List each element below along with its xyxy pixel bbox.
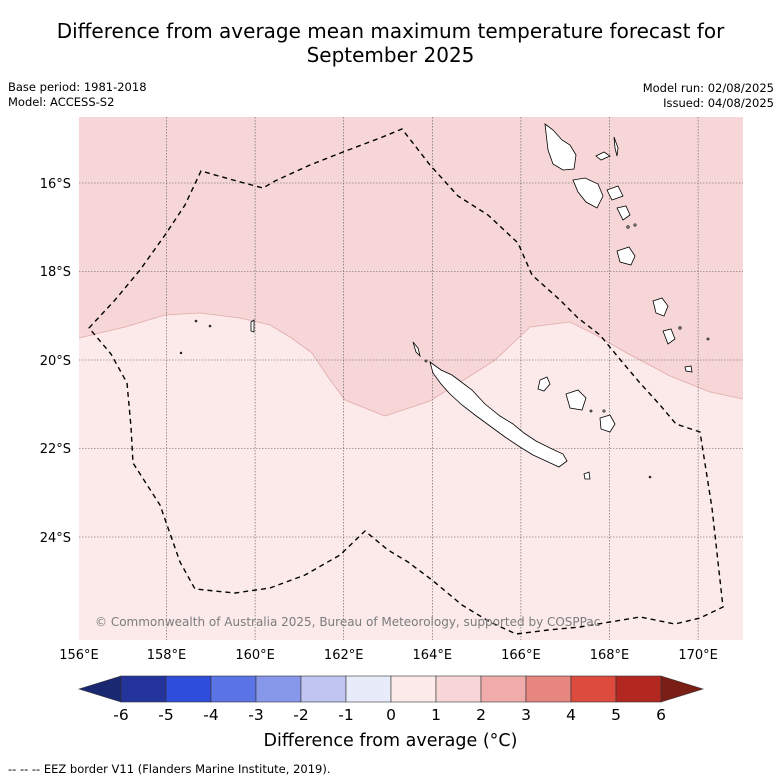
- lat-label-16s: 16°S: [40, 177, 71, 192]
- colorbar-tick-label: 0: [386, 706, 396, 724]
- island-lifou: [565, 389, 587, 411]
- colorbar-tick-label: -1: [338, 706, 353, 724]
- islet-2: [633, 223, 637, 227]
- island-shepherds: [616, 205, 631, 221]
- lon-label-170e: 170°E: [678, 648, 718, 663]
- island-epi: [606, 185, 624, 201]
- islet-1: [626, 225, 630, 229]
- island-malakula: [572, 177, 604, 209]
- islands: [179, 123, 710, 480]
- colorbar-bins: [120, 675, 662, 703]
- lat-labels: 16°S 18°S 20°S 22°S 24°S: [40, 177, 71, 546]
- footnote: -- -- -- EEZ border V11 (Flanders Marine…: [8, 762, 331, 776]
- copyright-text: © Commonwealth of Australia 2025, Bureau…: [95, 615, 600, 629]
- island-espiritu-santo: [544, 123, 577, 171]
- colorbar-bin: [255, 675, 302, 703]
- issued-date: Issued: 04/08/2025: [663, 96, 774, 110]
- lat-label-24s: 24°S: [40, 531, 71, 546]
- colorbar-bin: [210, 675, 257, 703]
- colorbar-bin: [570, 675, 617, 703]
- colorbar-tick-label: 1: [431, 706, 441, 724]
- colorbar-tick-label: 3: [521, 706, 531, 724]
- meta-left: Base period: 1981-2018 Model: ACCESS-S2: [8, 80, 147, 110]
- island-aneityum: [684, 365, 693, 373]
- colorbar-tick-label: 2: [476, 706, 486, 724]
- colorbar-under-arrow: [77, 675, 122, 703]
- colorbar-tick-label: -5: [158, 706, 173, 724]
- model-name: Model: ACCESS-S2: [8, 95, 115, 109]
- islet-6: [589, 409, 593, 413]
- colorbar-bin: [120, 675, 167, 703]
- island-efate: [616, 246, 636, 266]
- islet-3: [678, 326, 682, 330]
- anomaly-boundary: [79, 312, 743, 417]
- island-belep: [412, 341, 421, 358]
- colorbar-bin: [435, 675, 482, 703]
- lat-label-22s: 22°S: [40, 442, 71, 457]
- colorbar-tick-label: -3: [248, 706, 263, 724]
- colorbar-bin: [615, 675, 662, 703]
- map-area: © Commonwealth of Australia 2025, Bureau…: [79, 117, 743, 640]
- islet-5: [602, 409, 606, 413]
- island-ouvea: [537, 376, 551, 392]
- colorbar-bin: [165, 675, 212, 703]
- islet-11: [424, 359, 428, 363]
- title-line-1: Difference from average mean maximum tem…: [56, 19, 725, 43]
- islet-9: [208, 324, 212, 328]
- colorbar-bin: [390, 675, 437, 703]
- colorbar-tick-label: 4: [566, 706, 576, 724]
- colorbar-tick-labels: -6 -5 -4 -3 -2 -1 0 1 2 3 4 5 6: [113, 706, 666, 724]
- colorbar-tick-label: -6: [113, 706, 128, 724]
- lon-label-164e: 164°E: [413, 648, 453, 663]
- graticule: [79, 117, 743, 640]
- islet-8: [194, 319, 198, 323]
- island-tanna: [662, 328, 676, 345]
- island-pines: [583, 471, 591, 480]
- colorbar-tick-label: -4: [203, 706, 218, 724]
- colorbar-bin: [480, 675, 527, 703]
- island-grande-terre: [429, 361, 568, 468]
- colorbar-tick-label: 5: [611, 706, 621, 724]
- island-chesterfield: [250, 319, 255, 333]
- island-mare: [599, 414, 616, 433]
- islet-10: [179, 351, 183, 355]
- lon-label-162e: 162°E: [324, 648, 364, 663]
- colorbar-tick-label: -2: [293, 706, 308, 724]
- island-erromango: [652, 297, 669, 317]
- meta-right: Model run: 02/08/2025 Issued: 04/08/2025: [643, 81, 774, 111]
- lon-label-168e: 168°E: [590, 648, 630, 663]
- lat-label-20s: 20°S: [40, 354, 71, 369]
- colorbar-over-arrow: [660, 675, 705, 703]
- lon-labels: 156°E 158°E 160°E 162°E 164°E 166°E 168°…: [59, 648, 718, 663]
- lon-label-158e: 158°E: [147, 648, 187, 663]
- northern-anomaly-region: [79, 117, 743, 416]
- title-line-2: September 2025: [306, 43, 475, 67]
- colorbar-tick-label: 6: [656, 706, 666, 724]
- colorbar-label: Difference from average (°C): [263, 731, 518, 751]
- model-run: Model run: 02/08/2025: [642, 81, 774, 95]
- island-ambae: [595, 151, 611, 161]
- lat-label-18s: 18°S: [40, 265, 71, 280]
- islet-4: [706, 337, 710, 341]
- colorbar-bin: [345, 675, 392, 703]
- island-maewo: [613, 136, 619, 157]
- islet-7: [648, 475, 652, 479]
- colorbar-bin: [525, 675, 572, 703]
- eez-border: [88, 128, 724, 635]
- colorbar-bin: [300, 675, 347, 703]
- chart-title: Difference from average mean maximum tem…: [0, 19, 781, 67]
- base-period: Base period: 1981-2018: [8, 80, 147, 94]
- lon-label-166e: 166°E: [501, 648, 541, 663]
- lon-label-160e: 160°E: [235, 648, 275, 663]
- lon-label-156e: 156°E: [59, 648, 99, 663]
- colorbar: -6 -5 -4 -3 -2 -1 0 1 2 3 4 5 6: [77, 675, 705, 724]
